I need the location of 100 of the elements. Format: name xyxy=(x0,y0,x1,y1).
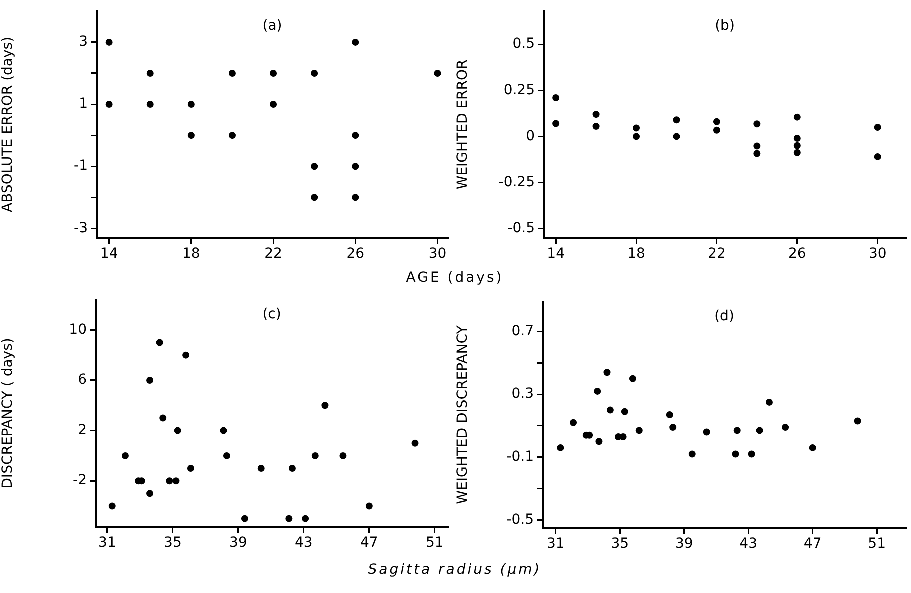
y-tick-label: 0.5 xyxy=(512,36,535,52)
point xyxy=(146,376,154,384)
point xyxy=(732,450,740,458)
x-tick-label: 18 xyxy=(182,246,200,262)
text: (a) xyxy=(262,18,282,34)
y-tick-label: 0.25 xyxy=(504,82,535,98)
point xyxy=(666,412,674,418)
point xyxy=(270,101,278,108)
x-tick-label: 22 xyxy=(708,246,726,262)
point xyxy=(258,465,265,472)
y-tick-label: 1 xyxy=(79,96,88,112)
point xyxy=(703,428,710,436)
point xyxy=(713,118,720,126)
point xyxy=(854,418,862,425)
point xyxy=(270,70,278,77)
point xyxy=(794,149,801,156)
point xyxy=(146,70,154,77)
point xyxy=(188,132,195,140)
y-tick-label: -3 xyxy=(74,220,88,236)
point xyxy=(713,126,720,134)
point xyxy=(311,163,318,170)
point xyxy=(312,452,319,460)
x-tick-label: 30 xyxy=(428,246,447,262)
y-tick-label: -0.25 xyxy=(498,174,535,190)
point xyxy=(633,124,640,132)
text: (d) xyxy=(714,308,734,325)
point xyxy=(172,478,180,485)
point xyxy=(552,94,560,102)
point xyxy=(311,70,318,77)
point xyxy=(794,142,801,150)
x-tick-label: 22 xyxy=(264,246,282,262)
x-axis-title: AGE (days) xyxy=(406,270,504,286)
point xyxy=(352,132,360,140)
point xyxy=(352,163,360,170)
y-tick-label: 0 xyxy=(526,128,535,144)
x-axis-title: Sagitta radius (μm) xyxy=(368,562,542,578)
point xyxy=(606,406,614,414)
y-tick-label: 2 xyxy=(78,422,87,438)
point xyxy=(670,424,677,432)
point xyxy=(592,111,600,118)
point xyxy=(228,70,236,77)
point xyxy=(782,424,790,432)
point xyxy=(673,116,680,124)
x-tick-label: 35 xyxy=(164,535,182,552)
x-tick-label: 47 xyxy=(804,536,822,552)
point xyxy=(434,70,442,77)
point xyxy=(633,133,640,140)
point xyxy=(288,465,296,472)
x-tick-label: 14 xyxy=(547,246,566,262)
point xyxy=(629,375,636,382)
point xyxy=(688,450,696,458)
y-tick-label: 0.7 xyxy=(512,323,534,340)
point xyxy=(174,427,182,434)
y-tick-label: 10 xyxy=(69,322,87,338)
y-tick-label: -0.1 xyxy=(506,449,534,466)
point xyxy=(596,438,603,446)
x-tick-label: 26 xyxy=(788,246,806,262)
y-axis-title: DISCREPANCY ( days) xyxy=(0,338,16,489)
x-tick-label: 30 xyxy=(868,246,887,262)
point xyxy=(874,124,882,131)
point xyxy=(366,502,373,510)
point xyxy=(874,153,882,160)
point xyxy=(220,427,228,434)
point xyxy=(754,150,761,158)
x-tick-label: 43 xyxy=(295,535,313,552)
point xyxy=(146,101,154,108)
point xyxy=(322,402,329,410)
point xyxy=(594,388,602,395)
y-tick-label: 6 xyxy=(78,372,88,388)
point xyxy=(182,352,190,359)
point xyxy=(794,114,801,121)
y-tick-label: -0.5 xyxy=(506,512,534,528)
x-tick-label: 14 xyxy=(100,246,118,262)
x-tick-label: 51 xyxy=(426,535,444,552)
text: (c) xyxy=(262,306,282,323)
y-axis-title: WEIGHTED ERROR xyxy=(455,59,472,190)
x-tick-label: 51 xyxy=(868,536,886,552)
point xyxy=(187,465,194,472)
y-tick-label: 0.3 xyxy=(512,386,534,402)
point xyxy=(106,38,113,46)
point xyxy=(223,452,230,460)
point xyxy=(754,120,761,128)
y-axis-title: ABSOLUTE ERROR (days) xyxy=(0,36,16,212)
x-tick-label: 43 xyxy=(740,536,758,552)
point xyxy=(748,450,756,458)
x-tick-label: 39 xyxy=(675,536,694,552)
point xyxy=(302,515,310,522)
point xyxy=(412,440,419,447)
point xyxy=(552,120,560,128)
point xyxy=(592,123,600,130)
point xyxy=(146,490,154,498)
y-tick-label: -2 xyxy=(73,472,87,489)
point xyxy=(809,444,816,452)
y-tick-label: -1 xyxy=(74,158,88,174)
point xyxy=(766,398,773,406)
y-tick-label: -0.5 xyxy=(508,220,535,236)
x-tick-label: 31 xyxy=(546,536,565,552)
point xyxy=(636,427,643,434)
point xyxy=(570,419,578,426)
point xyxy=(166,478,174,485)
